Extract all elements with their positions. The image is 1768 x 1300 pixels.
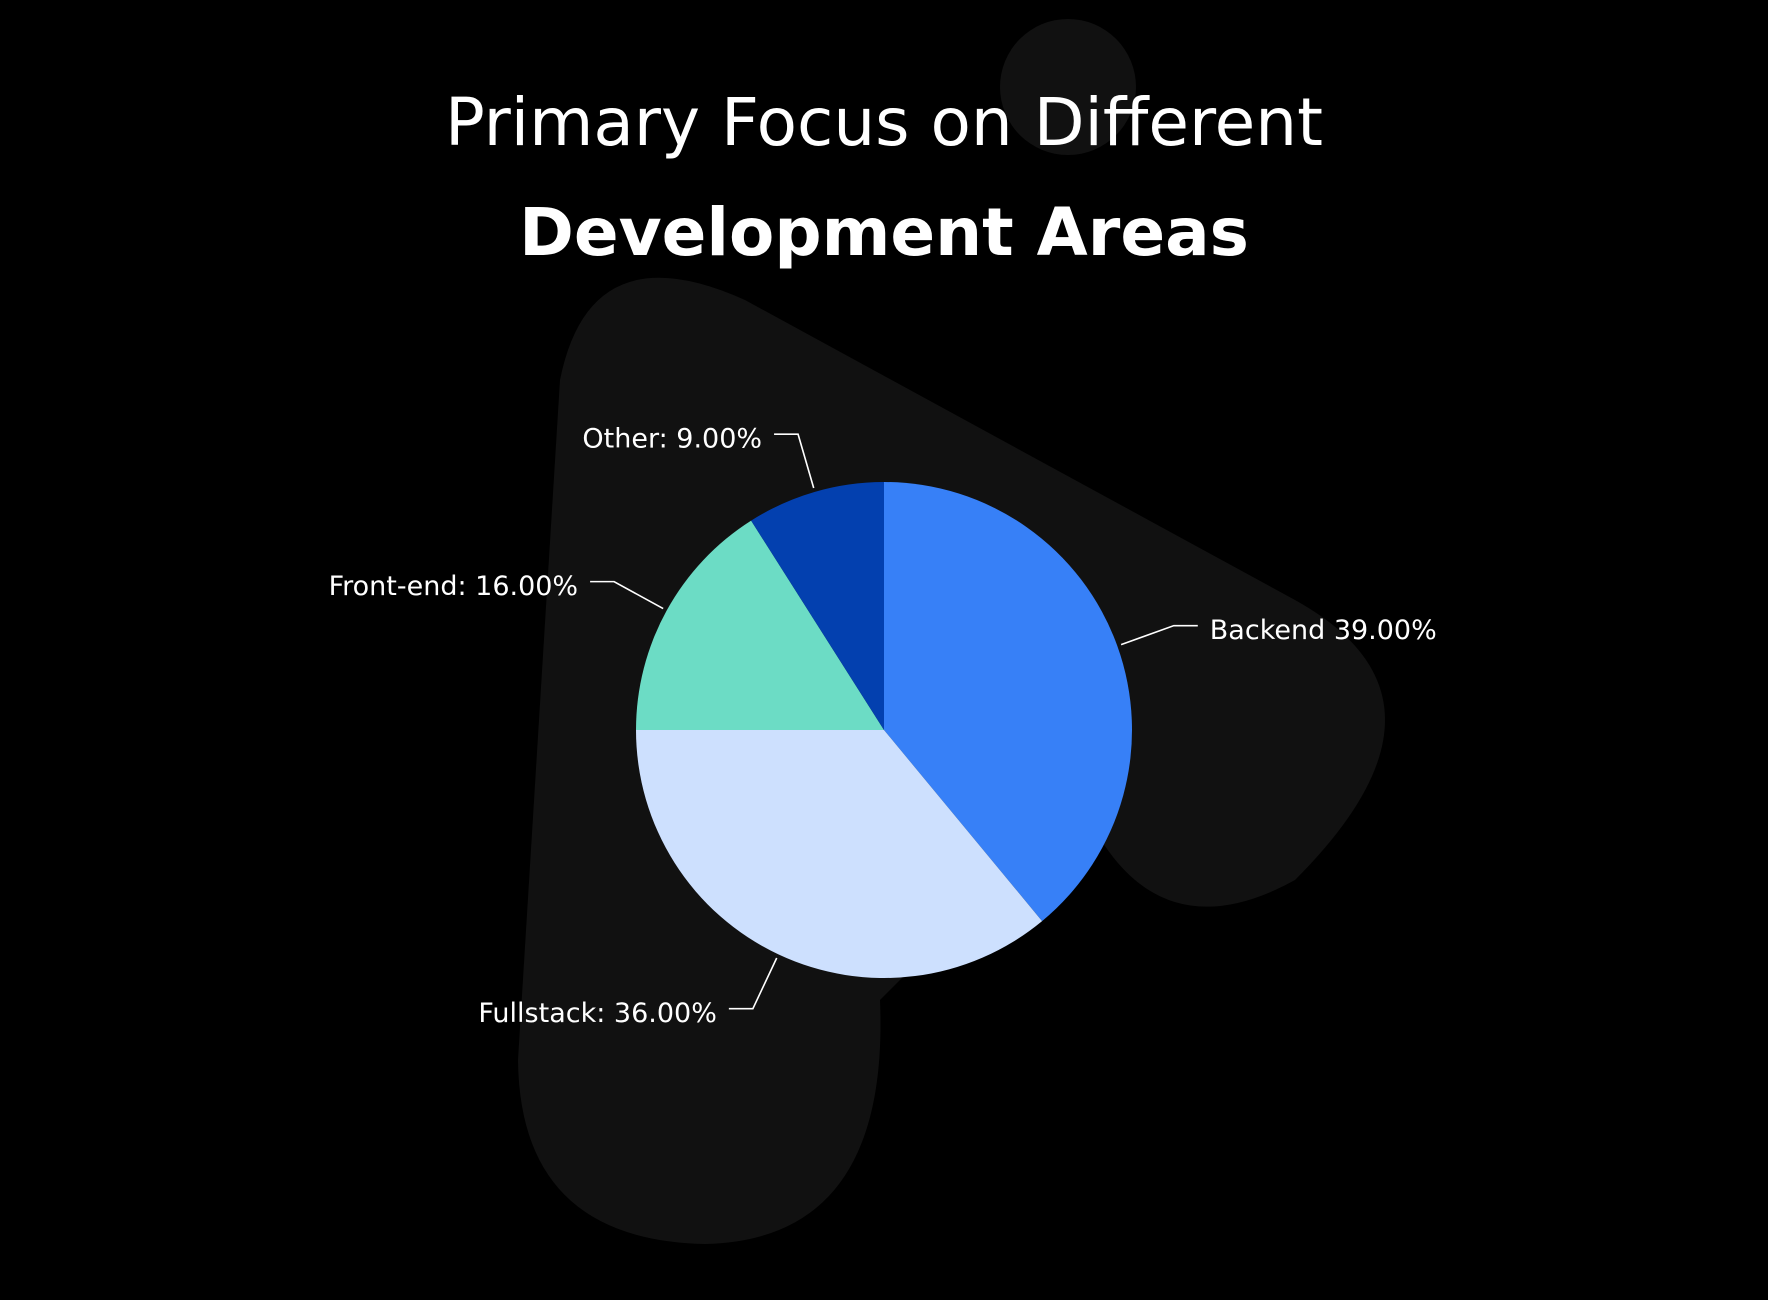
pie-slice [751, 482, 884, 730]
leader-line [1120, 624, 1198, 646]
data-label: Other: 9.00% [582, 424, 762, 455]
chart-title: Primary Focus on Different [445, 84, 1323, 161]
data-label: Backend 39.00% [1210, 615, 1437, 646]
data-label: Fullstack: 36.00% [478, 998, 716, 1029]
data-label: Front-end: 16.00% [329, 571, 579, 602]
pie-slice [884, 482, 1132, 922]
leader-line [590, 580, 664, 610]
leader-line [774, 433, 815, 489]
chart-title: Development Areas [519, 194, 1249, 271]
pie-slice [636, 730, 1043, 978]
leader-line [728, 957, 778, 1010]
pie-slice [636, 520, 884, 730]
decor-circle [1000, 19, 1136, 155]
